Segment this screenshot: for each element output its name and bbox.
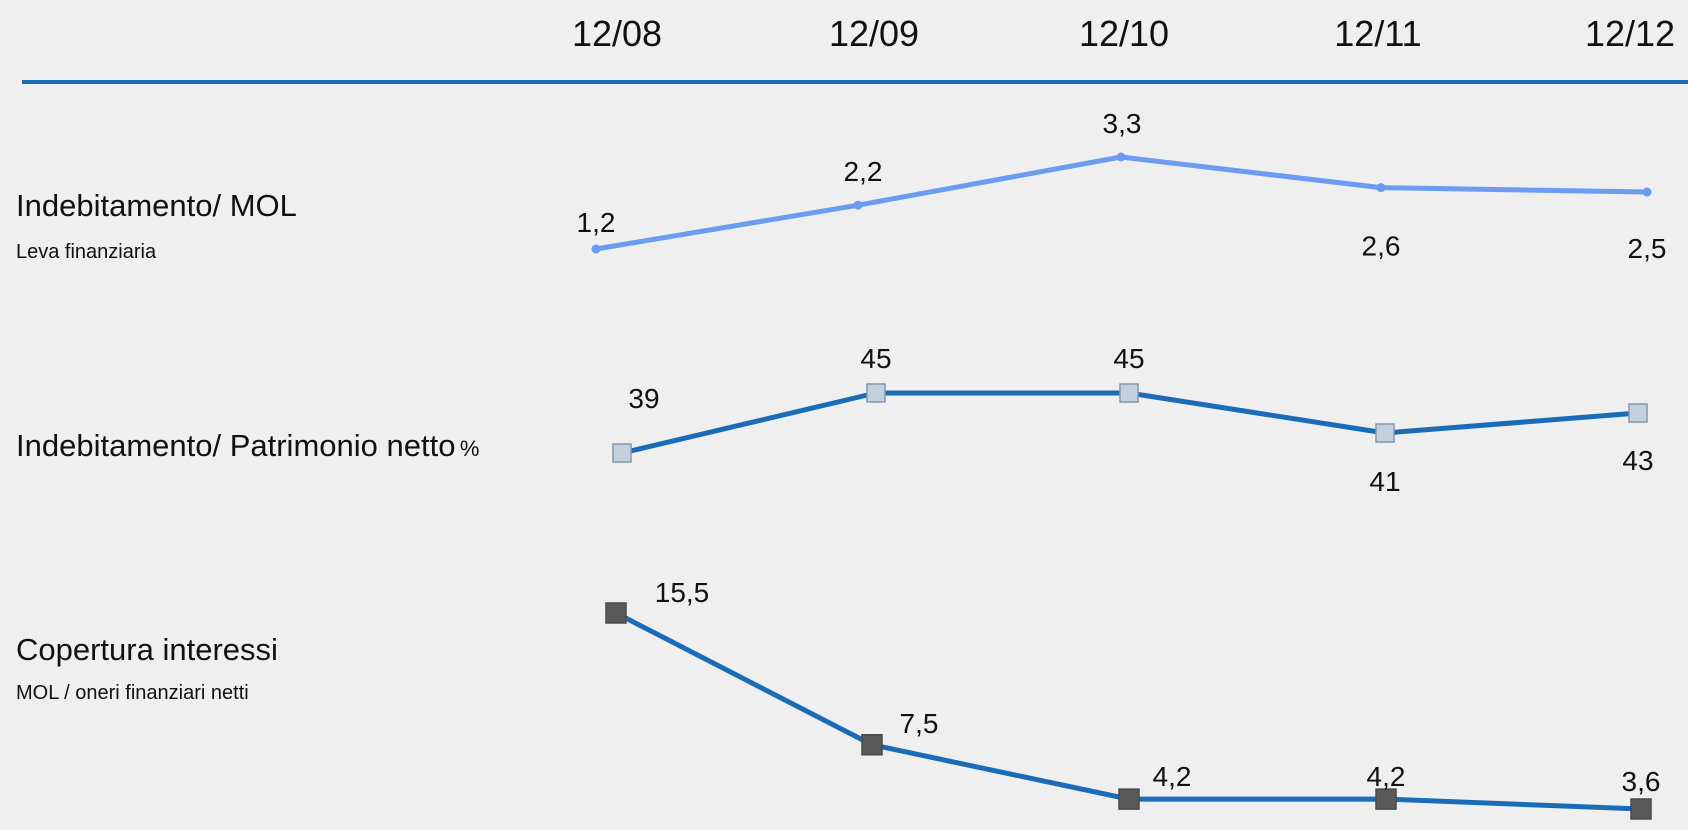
series-1-data-label: 3,3 <box>1103 108 1142 139</box>
series-2-data-label: 39 <box>628 383 659 414</box>
series-1-point <box>1116 152 1126 162</box>
series-2-data-label: 45 <box>860 343 891 374</box>
series-1-data-label: 2,5 <box>1628 233 1667 264</box>
series-2-data-label: 45 <box>1113 343 1144 374</box>
period-label: 12/09 <box>829 13 919 54</box>
series-1-point <box>591 244 601 254</box>
period-label: 12/12 <box>1585 13 1675 54</box>
period-label: 12/10 <box>1079 13 1169 54</box>
series-3-data-label: 4,2 <box>1153 761 1192 792</box>
series-3-point <box>1630 798 1652 820</box>
series-3-data-label: 15,5 <box>655 577 710 608</box>
series-3-point <box>1118 788 1140 810</box>
period-label: 12/11 <box>1334 13 1421 54</box>
series-3-line <box>614 610 1642 812</box>
series-2-point <box>1119 383 1139 403</box>
series-3-data-label: 7,5 <box>900 708 939 739</box>
row-title-leverage: Indebitamento/ MOL <box>16 188 297 223</box>
series-1-point <box>1376 183 1386 193</box>
series-1-data-label: 1,2 <box>577 207 616 238</box>
row-label-debt-equity: Indebitamento/ Patrimonio netto % <box>16 430 479 461</box>
series-1-point <box>853 200 863 210</box>
series-1-line <box>595 154 1648 252</box>
series-2-data-label: 43 <box>1622 445 1653 476</box>
row-subtitle-interest-coverage: MOL / oneri finanziari netti <box>16 682 249 704</box>
row-unit-debt-equity: % <box>459 436 480 461</box>
series-1-data-label: 2,2 <box>844 156 883 187</box>
series-3-point <box>861 734 883 756</box>
series-1-point <box>1642 187 1652 197</box>
series-2-point <box>1628 403 1648 423</box>
series-3-data-label: 4,2 <box>1367 761 1406 792</box>
series-2-point <box>612 443 632 463</box>
series-2-point <box>1375 423 1395 443</box>
series-2-point <box>866 383 886 403</box>
row-title-interest-coverage: Copertura interessi <box>16 632 278 667</box>
row-title-debt-equity: Indebitamento/ Patrimonio netto <box>16 428 456 463</box>
period-label: 12/08 <box>572 13 662 54</box>
series-3-data-label: 3,6 <box>1622 766 1661 797</box>
series-3-point <box>605 602 627 624</box>
series-3-point <box>1375 788 1397 810</box>
series-1-data-label: 2,6 <box>1362 231 1401 262</box>
row-subtitle-leverage: Leva finanziaria <box>16 241 157 263</box>
series-2-data-label: 41 <box>1369 466 1400 497</box>
